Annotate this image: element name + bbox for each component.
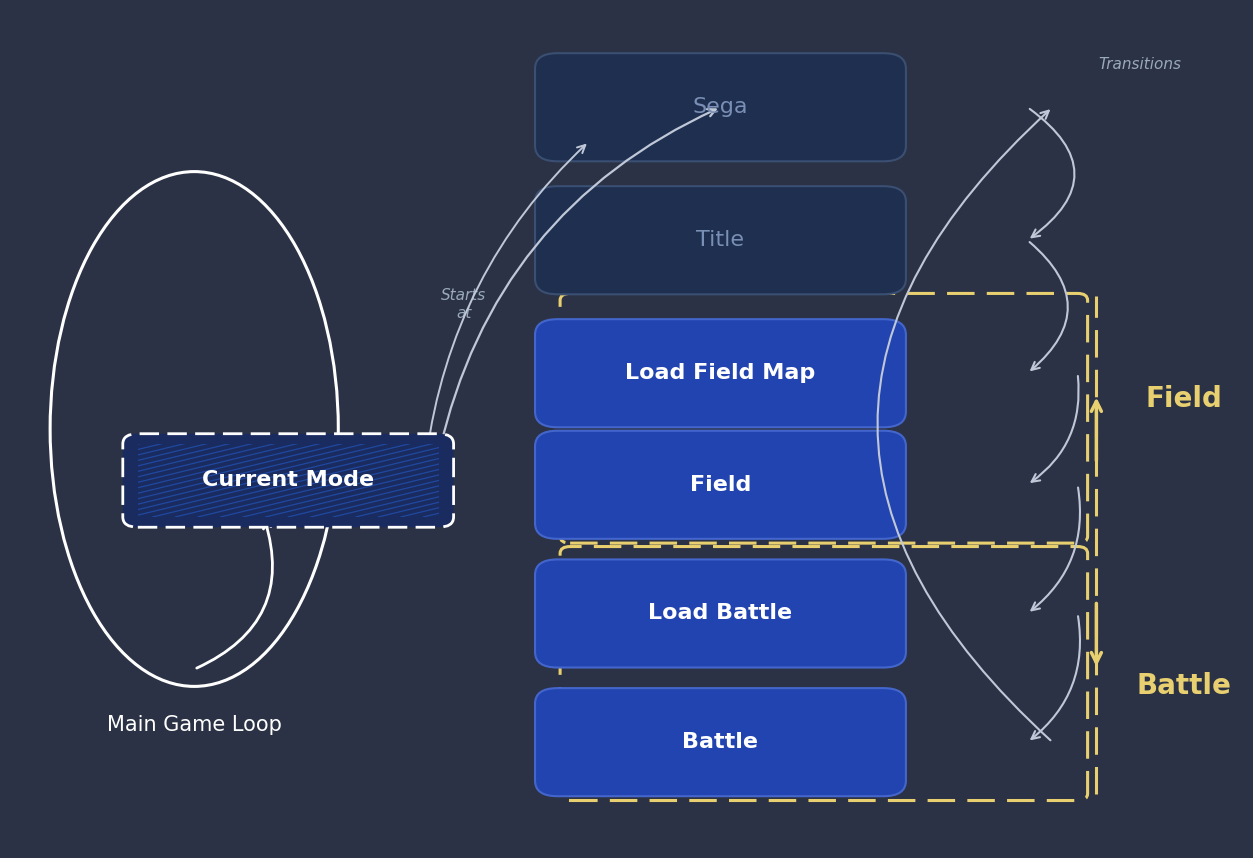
Text: Transitions: Transitions: [1099, 57, 1182, 72]
Text: Sega: Sega: [693, 97, 748, 118]
FancyBboxPatch shape: [535, 53, 906, 161]
Text: Battle: Battle: [683, 732, 758, 752]
Text: Battle: Battle: [1136, 673, 1232, 700]
Text: Load Field Map: Load Field Map: [625, 363, 816, 384]
FancyBboxPatch shape: [535, 319, 906, 427]
FancyBboxPatch shape: [535, 688, 906, 796]
FancyBboxPatch shape: [535, 186, 906, 294]
FancyBboxPatch shape: [535, 559, 906, 668]
Text: Main Game Loop: Main Game Loop: [107, 715, 282, 735]
Text: Title: Title: [697, 230, 744, 251]
Text: Current Mode: Current Mode: [202, 470, 375, 491]
Text: Field: Field: [690, 474, 751, 495]
FancyBboxPatch shape: [535, 431, 906, 539]
FancyBboxPatch shape: [123, 433, 454, 527]
Text: Field: Field: [1145, 385, 1223, 413]
Text: Load Battle: Load Battle: [648, 603, 793, 624]
Text: Starts
at: Starts at: [441, 288, 486, 321]
